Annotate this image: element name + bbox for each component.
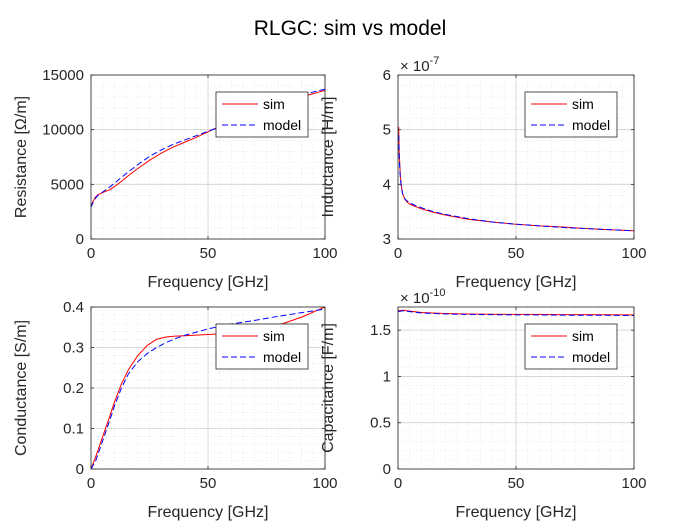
subplot-4: 0 50 100 0 0.5 1 1.5 × 10-10 Frequency [GHz] Capa… <box>320 287 647 521</box>
legend-label-model: model <box>572 349 610 365</box>
y-tick-label: 0.1 <box>63 421 84 438</box>
exponent-value: -7 <box>430 55 440 67</box>
legend-label-model: model <box>263 349 301 365</box>
series-line-model <box>91 308 325 469</box>
subplot-2: 0 50 100 3 4 5 6 × 10-7 Frequency [GHz] Inductanc… <box>320 55 647 291</box>
y-axis-label: Capacitance [F/m] <box>320 323 337 453</box>
y-axis-label: Resistance [Ω/m] <box>13 96 30 218</box>
x-tick-label: 0 <box>87 245 95 262</box>
y-tick-label: 0.2 <box>63 380 84 397</box>
y-tick-label: 4 <box>383 176 391 193</box>
legend-box <box>524 91 618 138</box>
x-tick-label: 100 <box>312 475 337 492</box>
legend-box <box>524 323 618 370</box>
legend: sim model <box>524 91 618 138</box>
x-tick-label: 0 <box>87 475 95 492</box>
legend-label-model: model <box>572 117 610 133</box>
y-tick-label: 0 <box>383 461 391 478</box>
y-tick-label: 0.4 <box>63 299 84 316</box>
y-axis-label: Conductance [S/m] <box>13 320 30 456</box>
x-tick-label: 0 <box>394 245 402 262</box>
y-tick-label: 3 <box>383 231 391 248</box>
x-tick-label: 100 <box>621 245 646 262</box>
series-line-model <box>398 135 634 232</box>
figure-title: RLGC: sim vs model <box>254 17 447 40</box>
x-tick-label: 100 <box>621 475 646 492</box>
y-tick-label: 5 <box>383 122 391 139</box>
y-tick-label: 1 <box>383 368 391 385</box>
legend-label-sim: sim <box>572 328 594 344</box>
legend-label-model: model <box>263 117 301 133</box>
legend-box <box>215 91 309 138</box>
legend-box <box>215 323 309 370</box>
legend: sim model <box>524 323 618 370</box>
legend-label-sim: sim <box>263 96 285 112</box>
y-tick-label: 0 <box>76 231 84 248</box>
y-exponent-label: × 10-10 <box>400 287 446 307</box>
exponent-value: -10 <box>430 287 446 299</box>
x-tick-label: 100 <box>312 245 337 262</box>
x-tick-label: 50 <box>200 475 217 492</box>
y-tick-label: 6 <box>383 67 391 84</box>
y-tick-label: 5000 <box>51 176 84 193</box>
x-tick-label: 50 <box>200 245 217 262</box>
x-axis-label: Frequency [GHz] <box>456 504 577 521</box>
legend: sim model <box>215 323 309 370</box>
x-axis-label: Frequency [GHz] <box>148 274 269 291</box>
series-line-sim <box>398 126 634 232</box>
legend: sim model <box>215 91 309 138</box>
x-tick-label: 0 <box>394 475 402 492</box>
y-tick-label: 10000 <box>42 122 84 139</box>
legend-label-sim: sim <box>263 328 285 344</box>
y-tick-label: 15000 <box>42 67 84 84</box>
x-axis-label: Frequency [GHz] <box>148 504 269 521</box>
y-axis-label: Inductance [H/m] <box>320 97 337 218</box>
x-tick-label: 50 <box>508 475 525 492</box>
y-tick-label: 1.5 <box>370 322 391 339</box>
legend-label-sim: sim <box>572 96 594 112</box>
subplot-1: 0 50 100 0 5000 10000 15000 Frequency [GHz] Resi… <box>13 67 338 291</box>
subplot-3: 0 50 100 0 0.1 0.2 0.3 0.4 Frequency [GHz] Conduc… <box>13 299 338 521</box>
series-line-model <box>398 310 634 317</box>
x-tick-label: 50 <box>508 245 525 262</box>
y-tick-label: 0.5 <box>370 415 391 432</box>
y-tick-label: 0 <box>76 461 84 478</box>
x-axis-label: Frequency [GHz] <box>456 274 577 291</box>
y-tick-label: 0.3 <box>63 340 84 357</box>
y-exponent-label: × 10-7 <box>400 55 439 75</box>
